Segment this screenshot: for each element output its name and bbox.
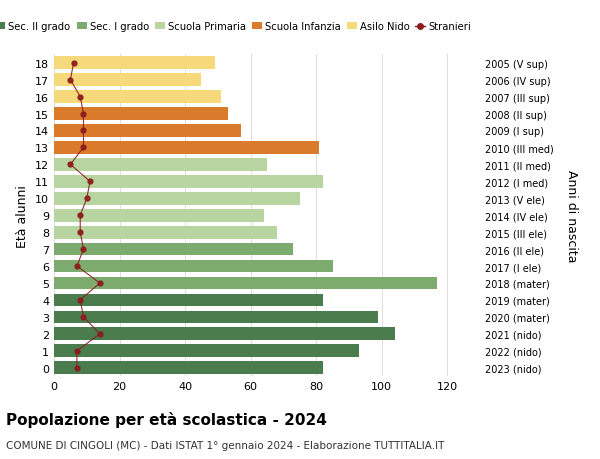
Bar xyxy=(54,243,293,256)
Bar xyxy=(54,277,437,290)
Bar xyxy=(54,345,359,358)
Bar xyxy=(54,294,323,307)
Bar xyxy=(54,311,379,324)
Bar xyxy=(54,74,202,87)
Bar xyxy=(54,192,300,205)
Bar xyxy=(54,328,395,341)
Y-axis label: Età alunni: Età alunni xyxy=(16,185,29,247)
Legend: Sec. II grado, Sec. I grado, Scuola Primaria, Scuola Infanzia, Asilo Nido, Stran: Sec. II grado, Sec. I grado, Scuola Prim… xyxy=(0,18,475,36)
Text: Popolazione per età scolastica - 2024: Popolazione per età scolastica - 2024 xyxy=(6,411,327,427)
Bar xyxy=(54,142,319,154)
Bar xyxy=(54,209,264,222)
Bar xyxy=(54,108,227,121)
Bar xyxy=(54,91,221,104)
Bar xyxy=(54,57,215,70)
Bar xyxy=(54,260,332,273)
Bar xyxy=(54,159,267,171)
Text: COMUNE DI CINGOLI (MC) - Dati ISTAT 1° gennaio 2024 - Elaborazione TUTTITALIA.IT: COMUNE DI CINGOLI (MC) - Dati ISTAT 1° g… xyxy=(6,440,445,450)
Bar xyxy=(54,175,323,188)
Bar xyxy=(54,125,241,138)
Y-axis label: Anni di nascita: Anni di nascita xyxy=(565,169,578,262)
Bar xyxy=(54,362,323,374)
Bar xyxy=(54,226,277,239)
